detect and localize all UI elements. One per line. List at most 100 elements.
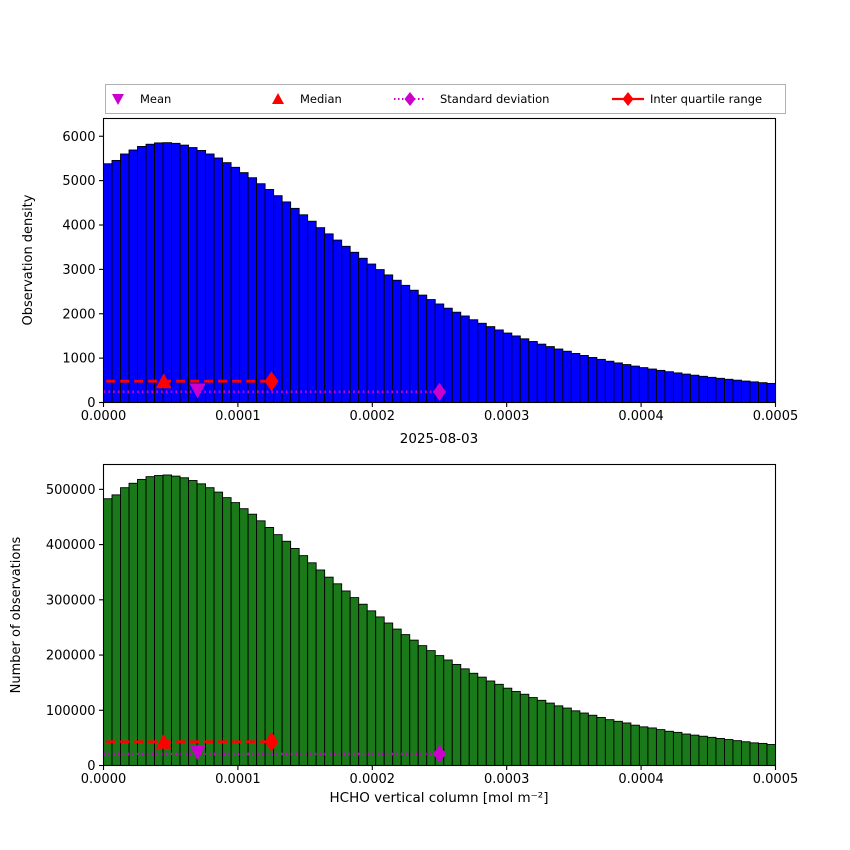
x-ticks-bottom: 0.0000 0.0001 0.0002 0.0003 0.0004 0.0005 xyxy=(81,765,798,787)
histogram-bar xyxy=(570,710,581,766)
histogram-bar xyxy=(698,735,708,766)
histogram-bar xyxy=(392,279,402,403)
histogram-bar xyxy=(562,350,572,403)
histogram-bar xyxy=(298,555,309,766)
histogram-bar xyxy=(579,712,589,766)
histogram-bar xyxy=(477,676,487,766)
histogram-bar xyxy=(613,362,623,403)
histogram-bar xyxy=(698,375,708,403)
histogram-bar xyxy=(681,373,691,403)
histogram-bar xyxy=(689,734,700,766)
histogram-bar xyxy=(315,569,326,766)
histogram-bar xyxy=(647,368,657,403)
date-title: 2025-08-03 xyxy=(400,431,478,447)
histogram-bar xyxy=(604,360,615,403)
histogram-bar xyxy=(392,628,402,766)
histogram-bar xyxy=(715,737,725,766)
panel-number-of-observations: 0.0000 0.0001 0.0002 0.0003 0.0004 0.0005 0 10… xyxy=(9,463,798,806)
histogram-bar xyxy=(596,717,606,766)
x-tick-label: 0.0005 xyxy=(753,409,799,424)
histogram-bar xyxy=(358,257,368,403)
x-ticks-top: 0.0000 0.0001 0.0002 0.0003 0.0004 0.0005 xyxy=(81,402,799,424)
y-tick-label: 200000 xyxy=(46,649,96,664)
histogram-bar xyxy=(417,294,428,403)
histogram-bar xyxy=(196,483,207,766)
histogram-bar xyxy=(162,142,173,403)
histogram-bar xyxy=(281,201,292,403)
y-tick-label: 500000 xyxy=(46,483,96,498)
histogram-bar xyxy=(468,672,479,766)
histogram-bar xyxy=(451,311,462,403)
histogram-bar xyxy=(145,476,155,766)
histogram-bar xyxy=(443,307,453,403)
x-tick-label: 0.0004 xyxy=(618,772,664,787)
histogram-bar xyxy=(256,183,266,403)
histogram-bar xyxy=(562,707,572,766)
histogram-bar xyxy=(120,487,130,766)
y-tick-label: 1000 xyxy=(62,352,95,367)
histogram-bar xyxy=(749,381,759,403)
histogram-bar xyxy=(247,177,258,403)
x-tick-label: 0.0003 xyxy=(484,772,530,787)
x-tick-label: 0.0002 xyxy=(350,772,396,787)
median-marker xyxy=(155,733,172,749)
histogram-bar xyxy=(724,378,734,403)
histogram-bar xyxy=(511,335,521,403)
histogram-bar xyxy=(383,274,394,403)
histogram-bar xyxy=(307,562,317,766)
histogram-bar xyxy=(366,263,377,403)
histogram-bar xyxy=(647,727,657,766)
histogram-bar xyxy=(519,693,530,766)
y-tick-label: 6000 xyxy=(62,130,95,145)
histogram-bar xyxy=(128,149,138,403)
histogram-bar xyxy=(239,508,249,766)
histogram-bar xyxy=(179,144,190,403)
histogram-bar xyxy=(264,527,275,766)
inter-quartile-range-marker xyxy=(264,371,279,392)
histogram-bar xyxy=(137,478,147,766)
histogram-bar xyxy=(758,742,768,766)
histogram-bar xyxy=(298,214,309,403)
histogram-bar xyxy=(494,329,504,403)
histogram-bar xyxy=(341,590,351,766)
histogram-bar xyxy=(638,726,649,766)
histogram-bar xyxy=(545,346,555,403)
standard-deviation-marker xyxy=(433,744,446,763)
histogram-bar xyxy=(409,639,419,766)
histogram-bar xyxy=(128,482,138,766)
y-ticks-top: 0 1000 2000 3000 4000 5000 6000 xyxy=(62,130,104,411)
y-ticks-bottom: 0 100000 200000 300000 400000 500000 xyxy=(46,483,104,774)
histogram-bar xyxy=(749,742,759,766)
histogram-bar xyxy=(171,475,181,766)
panel-observation-density: 0.0000 0.0001 0.0002 0.0003 0.0004 0.0005 0 10… xyxy=(21,117,799,447)
histogram-bar xyxy=(664,371,674,403)
histogram-bar xyxy=(621,722,632,766)
histogram-bar xyxy=(349,251,360,403)
histogram-bar xyxy=(502,332,513,403)
histogram-bar xyxy=(315,227,326,403)
histogram-bar xyxy=(324,233,334,403)
histogram-bar xyxy=(494,683,504,766)
histogram-bar xyxy=(230,166,241,403)
histogram-bar xyxy=(213,157,224,403)
mean-marker xyxy=(189,745,206,761)
histogram-bar xyxy=(111,494,121,766)
histogram-bar xyxy=(587,357,598,403)
y-tick-label: 0 xyxy=(87,759,95,774)
histogram-bar xyxy=(103,498,113,766)
histogram-bar xyxy=(553,348,564,403)
histogram-bar xyxy=(766,382,776,403)
histogram-bar xyxy=(732,379,742,403)
histogram-bar xyxy=(375,269,385,403)
histogram-bar xyxy=(103,163,113,403)
histogram-bar xyxy=(111,159,121,403)
histogram-bar xyxy=(247,513,258,766)
histogram-bar xyxy=(596,358,606,403)
legend-label-median: Median xyxy=(300,92,342,106)
histogram-bar xyxy=(519,338,530,403)
y-tick-label: 0 xyxy=(87,396,95,411)
histogram-bar xyxy=(400,284,411,403)
histogram-bar xyxy=(332,583,343,766)
statistics-markers-bottom xyxy=(103,731,446,763)
mean-marker xyxy=(189,383,206,399)
